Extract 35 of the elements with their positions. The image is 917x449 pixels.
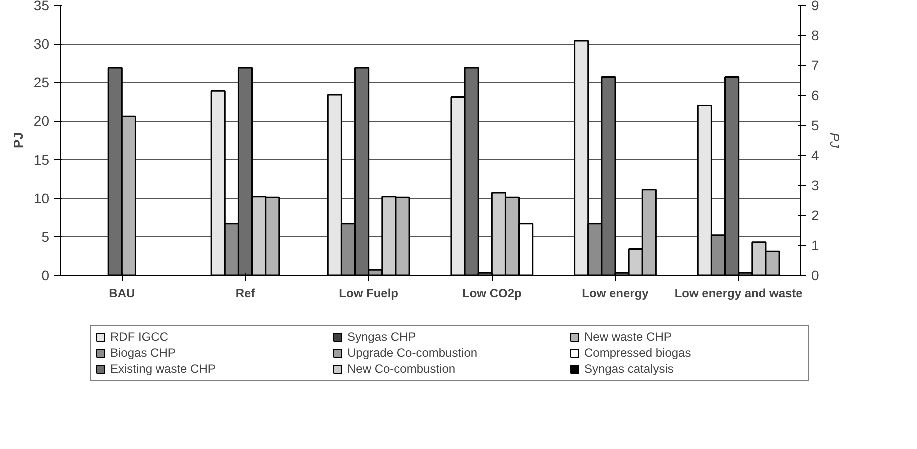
x-tick-label: Low energy and waste — [674, 286, 804, 300]
legend-label: Biogas CHP — [110, 346, 177, 360]
y2-axis-title: PJ — [827, 132, 842, 149]
x-tick-label: BAU — [109, 286, 136, 300]
y2-tick-label: 7 — [812, 58, 820, 74]
y-tick-label: 30 — [34, 36, 50, 52]
x-tick-label: Low CO2p — [462, 286, 522, 300]
y-tick-label: 10 — [34, 190, 50, 206]
y-tick-label: 15 — [34, 152, 50, 168]
legend-label: New Co-combustion — [348, 362, 457, 376]
y2-tick-label: 3 — [812, 178, 820, 194]
legend-label: Compressed biogas — [584, 346, 692, 360]
x-tick-label: Low energy — [582, 286, 650, 300]
y2-tick-label: 9 — [812, 0, 820, 14]
legend-label: RDF IGCC — [110, 330, 170, 344]
x-tick-label: Low Fuelp — [339, 286, 398, 300]
y2-tick-label: 6 — [812, 88, 820, 104]
legend-label: New waste CHP — [584, 330, 673, 344]
y-tick-label: 5 — [42, 228, 50, 245]
y-axis-title: PJ — [10, 132, 26, 148]
y-tick-label: 25 — [34, 74, 50, 91]
y2-tick-label: 4 — [812, 148, 820, 164]
legend-label: Upgrade Co-combustion — [348, 346, 479, 360]
y2-tick-label: 0 — [812, 268, 820, 284]
y-tick-label: 0 — [42, 268, 50, 284]
y-tick-label: 35 — [34, 0, 50, 14]
y2-tick-label: 8 — [812, 28, 820, 44]
y2-tick-label: 1 — [812, 238, 820, 254]
x-tick-label: Ref — [236, 286, 256, 300]
legend-label: Syngas catalysis — [584, 362, 675, 376]
legend-label: Existing waste CHP — [110, 362, 217, 376]
y2-tick-label: 2 — [812, 208, 820, 224]
y-tick-label: 20 — [34, 113, 50, 130]
y2-tick-label: 5 — [812, 118, 820, 134]
legend-label: Syngas CHP — [348, 330, 418, 344]
